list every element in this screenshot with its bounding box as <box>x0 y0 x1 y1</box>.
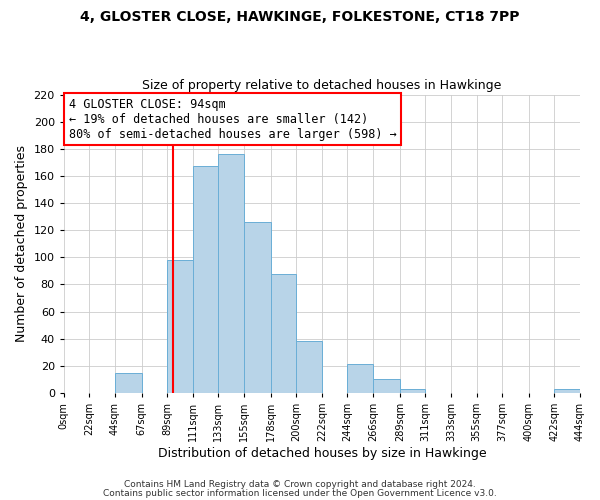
Title: Size of property relative to detached houses in Hawkinge: Size of property relative to detached ho… <box>142 79 502 92</box>
Bar <box>400 389 425 393</box>
X-axis label: Distribution of detached houses by size in Hawkinge: Distribution of detached houses by size … <box>158 447 486 460</box>
Text: 4 GLOSTER CLOSE: 94sqm
← 19% of detached houses are smaller (142)
80% of semi-de: 4 GLOSTER CLOSE: 94sqm ← 19% of detached… <box>69 98 397 140</box>
Bar <box>167 260 193 393</box>
Text: Contains public sector information licensed under the Open Government Licence v3: Contains public sector information licen… <box>103 488 497 498</box>
Bar <box>554 389 580 393</box>
Bar <box>296 342 322 393</box>
Text: Contains HM Land Registry data © Crown copyright and database right 2024.: Contains HM Land Registry data © Crown c… <box>124 480 476 489</box>
Bar <box>373 380 400 393</box>
Bar <box>115 372 142 393</box>
Bar <box>218 154 244 393</box>
Bar <box>271 274 296 393</box>
Y-axis label: Number of detached properties: Number of detached properties <box>15 145 28 342</box>
Bar <box>244 222 271 393</box>
Bar <box>347 364 373 393</box>
Bar <box>193 166 218 393</box>
Text: 4, GLOSTER CLOSE, HAWKINGE, FOLKESTONE, CT18 7PP: 4, GLOSTER CLOSE, HAWKINGE, FOLKESTONE, … <box>80 10 520 24</box>
